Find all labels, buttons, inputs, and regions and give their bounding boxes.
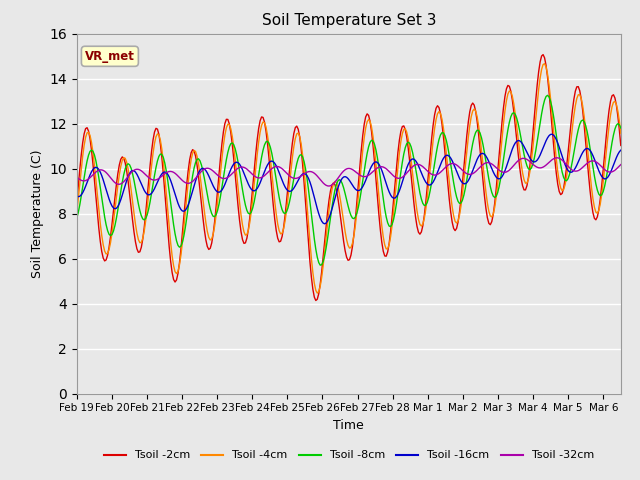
X-axis label: Time: Time xyxy=(333,419,364,432)
Line: Tsoil -16cm: Tsoil -16cm xyxy=(77,134,621,224)
Tsoil -8cm xyxy=(543,93,551,98)
Tsoil -2cm xyxy=(473,118,481,124)
Tsoil -2cm xyxy=(142,210,150,216)
Tsoil -8cm xyxy=(608,140,616,145)
Tsoil -16cm xyxy=(142,190,150,196)
Tsoil -32cm xyxy=(473,168,481,173)
Y-axis label: Soil Temperature (C): Soil Temperature (C) xyxy=(31,149,44,278)
Tsoil -8cm xyxy=(316,262,324,268)
Tsoil -8cm xyxy=(163,168,170,174)
Tsoil -4cm xyxy=(608,104,616,110)
Tsoil -2cm xyxy=(73,200,81,206)
Line: Tsoil -2cm: Tsoil -2cm xyxy=(77,55,621,300)
Tsoil -2cm xyxy=(351,216,359,222)
Tsoil -4cm xyxy=(73,210,81,216)
Tsoil -4cm xyxy=(351,222,359,228)
Tsoil -32cm xyxy=(608,169,616,175)
Tsoil -32cm xyxy=(325,183,333,189)
Tsoil -2cm xyxy=(256,118,264,124)
Tsoil -16cm xyxy=(548,132,556,137)
Tsoil -16cm xyxy=(473,156,481,162)
Tsoil -32cm xyxy=(552,155,560,161)
Line: Tsoil -32cm: Tsoil -32cm xyxy=(77,158,621,186)
Line: Tsoil -4cm: Tsoil -4cm xyxy=(77,64,621,293)
Tsoil -32cm xyxy=(617,162,625,168)
Tsoil -16cm xyxy=(617,147,625,153)
Tsoil -32cm xyxy=(142,172,150,178)
Tsoil -16cm xyxy=(256,180,264,186)
Tsoil -32cm xyxy=(351,169,359,175)
Tsoil -4cm xyxy=(163,190,170,196)
Tsoil -4cm xyxy=(256,130,264,135)
Tsoil -4cm xyxy=(541,61,548,67)
Legend: Tsoil -2cm, Tsoil -4cm, Tsoil -8cm, Tsoil -16cm, Tsoil -32cm: Tsoil -2cm, Tsoil -4cm, Tsoil -8cm, Tsoi… xyxy=(99,446,598,465)
Tsoil -4cm xyxy=(473,114,481,120)
Tsoil -8cm xyxy=(473,127,481,133)
Tsoil -8cm xyxy=(73,215,81,221)
Tsoil -2cm xyxy=(312,298,319,303)
Tsoil -2cm xyxy=(163,208,170,214)
Tsoil -2cm xyxy=(617,143,625,148)
Tsoil -4cm xyxy=(142,217,150,223)
Tsoil -8cm xyxy=(256,163,264,169)
Tsoil -8cm xyxy=(351,214,359,220)
Text: VR_met: VR_met xyxy=(85,50,135,63)
Tsoil -16cm xyxy=(608,166,616,172)
Tsoil -4cm xyxy=(617,131,625,136)
Tsoil -16cm xyxy=(321,221,328,227)
Tsoil -16cm xyxy=(163,170,170,176)
Line: Tsoil -8cm: Tsoil -8cm xyxy=(77,96,621,265)
Tsoil -2cm xyxy=(608,93,616,99)
Tsoil -8cm xyxy=(142,216,150,221)
Tsoil -4cm xyxy=(314,290,321,296)
Tsoil -8cm xyxy=(617,125,625,131)
Tsoil -32cm xyxy=(256,175,264,181)
Tsoil -16cm xyxy=(351,186,359,192)
Tsoil -32cm xyxy=(163,170,170,176)
Tsoil -16cm xyxy=(73,193,81,199)
Title: Soil Temperature Set 3: Soil Temperature Set 3 xyxy=(262,13,436,28)
Tsoil -32cm xyxy=(73,174,81,180)
Tsoil -2cm xyxy=(540,52,547,58)
